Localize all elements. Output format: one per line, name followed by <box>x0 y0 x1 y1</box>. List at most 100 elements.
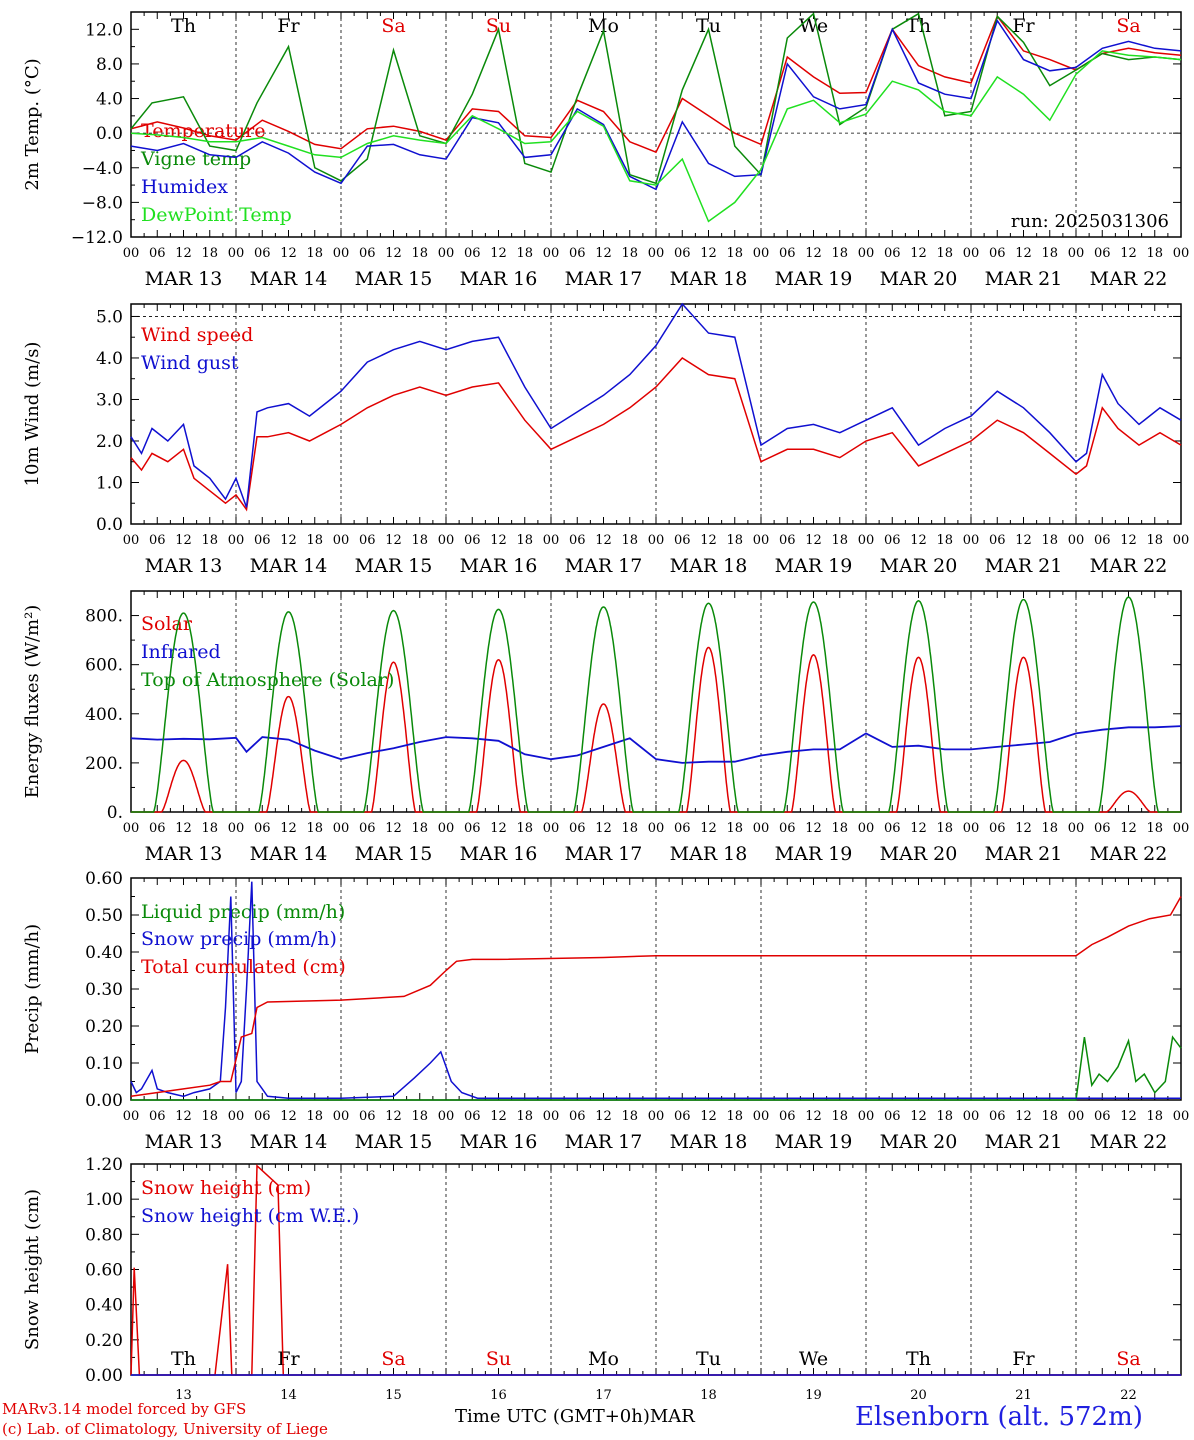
hour-tick-label: 00 <box>858 533 875 548</box>
date-label: MAR 14 <box>250 555 328 577</box>
hour-tick-label: 18 <box>726 1109 743 1124</box>
y-tick-label: 5.0 <box>96 307 123 327</box>
hour-tick-label: 18 <box>411 1109 428 1124</box>
y-tick-label: 0.30 <box>85 980 123 1000</box>
hour-tick-label: 12 <box>910 246 927 261</box>
weekday-label: Fr <box>1012 1348 1035 1370</box>
hour-tick-label: 00 <box>1068 821 1085 836</box>
hour-tick-label: 00 <box>333 821 350 836</box>
y-tick-label: 0.00 <box>85 1091 123 1111</box>
day-number-label: 16 <box>490 1388 507 1403</box>
hour-tick-label: 18 <box>516 246 533 261</box>
hour-tick-label: 06 <box>254 533 271 548</box>
date-label: MAR 20 <box>880 268 958 290</box>
date-label: MAR 13 <box>145 843 223 865</box>
weekday-label: Mo <box>588 1348 619 1370</box>
hour-tick-label: 06 <box>989 533 1006 548</box>
hour-tick-label: 18 <box>1146 821 1163 836</box>
hour-tick-label: 18 <box>1041 1109 1058 1124</box>
date-label: MAR 15 <box>355 555 433 577</box>
weekday-label: Sa <box>381 1348 405 1370</box>
time-axis-text: Time UTC (GMT+0h) <box>455 1406 650 1427</box>
hour-tick-label: 06 <box>359 246 376 261</box>
day-number-label: 20 <box>910 1388 927 1403</box>
hour-tick-label: 18 <box>516 821 533 836</box>
y-tick-label: 200. <box>85 754 123 774</box>
hour-tick-label: 12 <box>385 821 402 836</box>
date-label: MAR 21 <box>985 1131 1063 1153</box>
hour-tick-label: 06 <box>1094 246 1111 261</box>
hour-tick-label: 18 <box>831 246 848 261</box>
hour-tick-label: 06 <box>149 533 166 548</box>
hour-tick-label: 00 <box>438 1109 455 1124</box>
date-label: MAR 21 <box>985 555 1063 577</box>
weekday-label: Sa <box>1116 1348 1140 1370</box>
hour-tick-label: 18 <box>306 1109 323 1124</box>
hour-tick-label: 12 <box>595 533 612 548</box>
hour-tick-label: 18 <box>936 533 953 548</box>
hour-tick-label: 06 <box>569 1109 586 1124</box>
hour-tick-label: 12 <box>175 246 192 261</box>
hour-tick-label: 18 <box>201 1109 218 1124</box>
legend-entry: Top of Atmosphere (Solar) <box>141 669 394 691</box>
hour-tick-label: 00 <box>963 533 980 548</box>
hour-tick-label: 18 <box>1041 821 1058 836</box>
hour-tick-label: 06 <box>254 246 271 261</box>
hour-tick-label: 12 <box>280 533 297 548</box>
hour-tick-label: 00 <box>333 246 350 261</box>
y-tick-label: 12.0 <box>85 20 123 40</box>
day-number-label: 19 <box>805 1388 822 1403</box>
weekday-label: Fr <box>277 15 300 37</box>
y-tick-label: 0.40 <box>85 943 123 963</box>
y-tick-label: −12.0 <box>71 228 123 248</box>
weekday-label: Sa <box>381 15 405 37</box>
hour-tick-label: 12 <box>175 1109 192 1124</box>
hour-tick-label: 00 <box>858 821 875 836</box>
date-label: MAR 21 <box>985 843 1063 865</box>
hour-tick-label: 12 <box>1120 1109 1137 1124</box>
hour-tick-label: 06 <box>1094 533 1111 548</box>
hour-tick-label: 12 <box>1120 246 1137 261</box>
hour-tick-label: 18 <box>726 821 743 836</box>
date-label: MAR 21 <box>985 268 1063 290</box>
hour-tick-label: 12 <box>490 533 507 548</box>
hour-tick-label: 06 <box>779 533 796 548</box>
month-label: MAR <box>649 1406 695 1427</box>
date-label: MAR 20 <box>880 843 958 865</box>
hour-tick-label: 00 <box>543 533 560 548</box>
date-label: MAR 17 <box>565 268 643 290</box>
weekday-label: Tu <box>696 1348 721 1370</box>
date-label: MAR 13 <box>145 1131 223 1153</box>
hour-tick-label: 12 <box>175 821 192 836</box>
legend-entry: Wind speed <box>141 324 253 346</box>
y-tick-label: 2.0 <box>96 432 123 452</box>
y-tick-label: −8.0 <box>82 193 123 213</box>
legend-entry: Vigne temp <box>140 148 251 170</box>
y-tick-label: 4.0 <box>96 349 123 369</box>
hour-tick-label: 00 <box>1068 246 1085 261</box>
y-tick-label: 0.80 <box>85 1225 123 1245</box>
hour-tick-label: 12 <box>595 246 612 261</box>
weekday-label: Sa <box>1116 15 1140 37</box>
y-tick-label: 0. <box>107 803 123 823</box>
hour-tick-label: 18 <box>1146 1109 1163 1124</box>
hour-tick-label: 00 <box>333 533 350 548</box>
hour-tick-label: 00 <box>438 821 455 836</box>
legend-entry: Temperature <box>141 120 265 142</box>
date-label: MAR 15 <box>355 268 433 290</box>
hour-tick-label: 00 <box>438 246 455 261</box>
weekday-label: Fr <box>1012 15 1035 37</box>
hour-tick-label: 18 <box>516 1109 533 1124</box>
hour-tick-label: 06 <box>149 1109 166 1124</box>
legend-entry: Solar <box>141 613 193 635</box>
hour-tick-label: 18 <box>621 533 638 548</box>
station-name: Elsenborn (alt. 572m) <box>855 1402 1143 1432</box>
date-label: MAR 19 <box>775 843 853 865</box>
hour-tick-label: 00 <box>963 246 980 261</box>
y-tick-label: −4.0 <box>82 159 123 179</box>
hour-tick-label: 06 <box>1094 821 1111 836</box>
date-label: MAR 18 <box>670 555 748 577</box>
legend-entry: DewPoint Temp <box>141 204 292 226</box>
run-annotation: run: 2025031306 <box>1011 211 1169 232</box>
